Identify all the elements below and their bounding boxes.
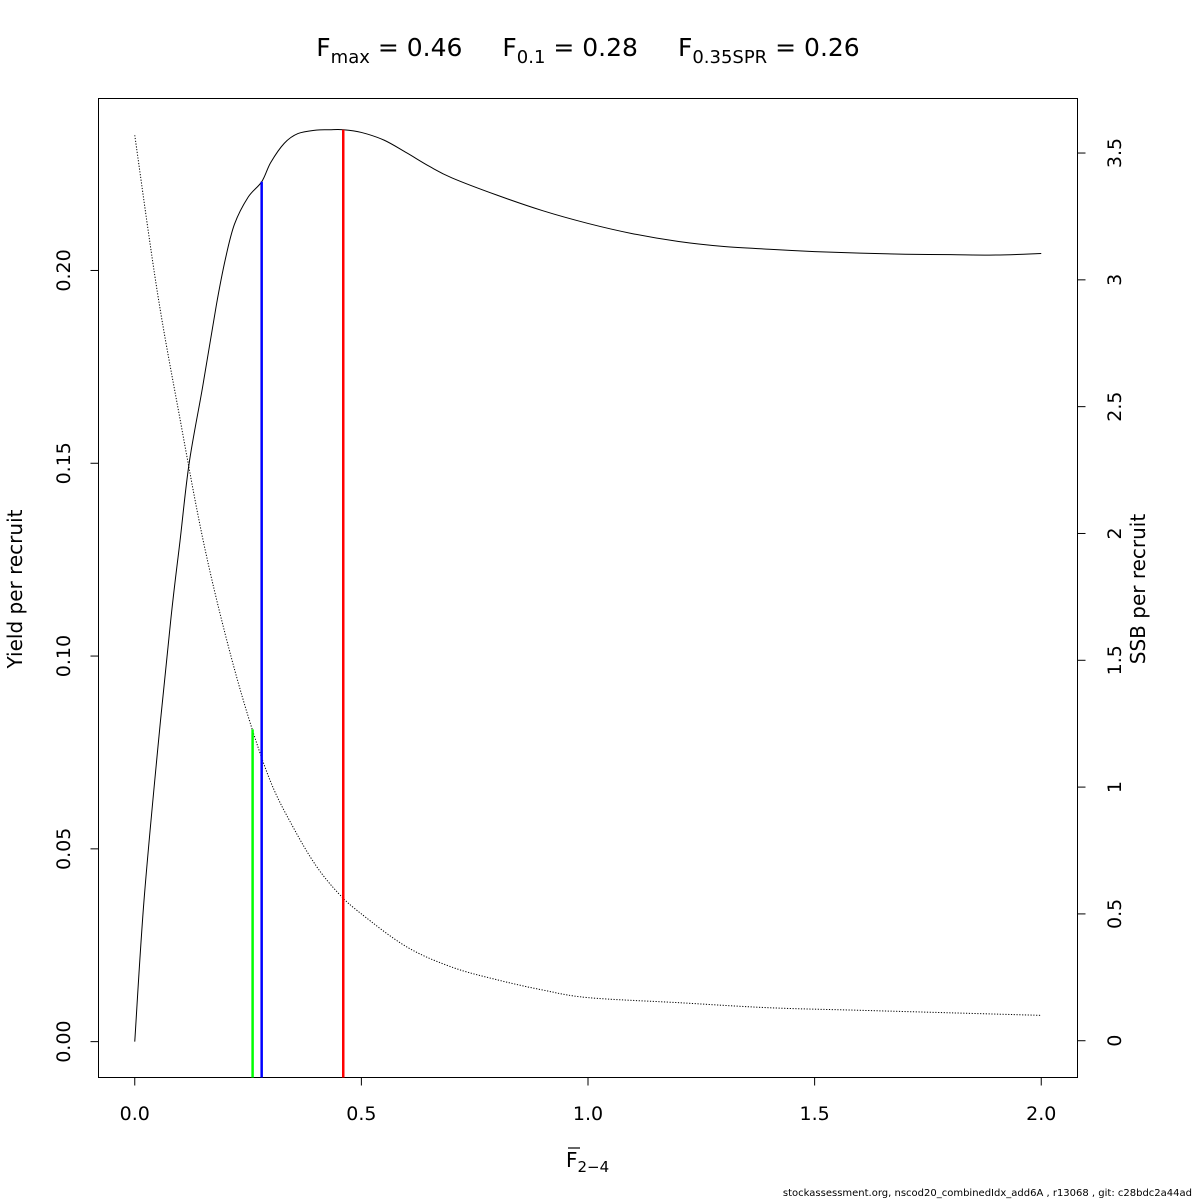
plot-frame <box>98 98 1078 1078</box>
x-tick-label: 1.5 <box>800 1103 830 1125</box>
title-f01-symbol: F <box>502 33 516 62</box>
x-tick-label: 1.0 <box>573 1103 603 1125</box>
chart-series <box>134 129 1042 1042</box>
title-f01-subscript: 0.1 <box>517 47 546 68</box>
y-right-tick-label: 2.5 <box>1104 392 1126 422</box>
title-fspr-value: = 0.26 <box>767 33 860 62</box>
y-right-tick-label: 1 <box>1104 781 1126 793</box>
y-right-tick-label: 3 <box>1104 274 1126 286</box>
title-fmax-symbol: F <box>316 33 330 62</box>
x-tick-label: 0.0 <box>120 1103 150 1125</box>
y-left-tick-label: 0.10 <box>53 635 75 677</box>
y-right-tick-label: 3.5 <box>1104 138 1126 168</box>
footer-source: stockassessment.org, nscod20_combinedIdx… <box>782 1188 1192 1199</box>
axis-ticks: 0.0 0.5 1.0 1.5 2.0 0.00 0.05 0.10 0.15 0.20 0 0.5 1… <box>53 138 1126 1125</box>
x-tick-label: 2.0 <box>1026 1103 1056 1125</box>
y-left-tick-label: 0.15 <box>53 442 75 484</box>
title-fmax-subscript: max <box>331 47 371 68</box>
y-left-axis-title: Yield per recruit <box>3 509 27 669</box>
x-axis-title-symbol: F <box>566 1148 578 1172</box>
y-left-tick-label: 0.20 <box>53 249 75 291</box>
x-axis-title: F2−4 <box>566 1148 609 1176</box>
reference-lines <box>251 129 345 1078</box>
y-right-tick-label: 0.5 <box>1104 899 1126 929</box>
y-right-tick-label: 0 <box>1104 1035 1126 1047</box>
x-axis-title-subscript: 2−4 <box>578 1158 610 1176</box>
title-fmax-value: = 0.46 <box>370 33 463 62</box>
yield-per-recruit-line <box>134 129 1042 1042</box>
y-right-tick-label: 1.5 <box>1104 645 1126 675</box>
y-left-tick-label: 0.05 <box>53 828 75 870</box>
title-f01-value: = 0.28 <box>545 33 638 62</box>
chart-title: Fmax = 0.46 F0.1 = 0.28 F0.35SPR = 0.26 <box>316 33 859 68</box>
title-fspr-subscript: 0.35SPR <box>692 47 767 68</box>
y-right-axis-title: SSB per recruit <box>1126 514 1150 665</box>
x-tick-label: 0.5 <box>346 1103 376 1125</box>
title-fspr-symbol: F <box>678 33 692 62</box>
ssb-per-recruit-line <box>134 135 1042 1016</box>
y-left-tick-label: 0.00 <box>53 1020 75 1062</box>
y-right-tick-label: 2 <box>1104 527 1126 539</box>
